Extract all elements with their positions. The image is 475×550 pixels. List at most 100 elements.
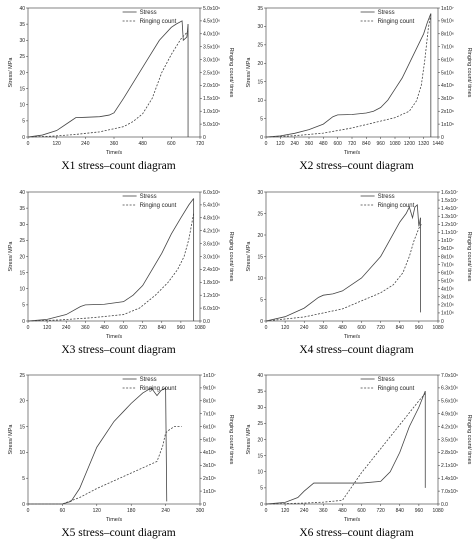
y-right-tick-label: 6x10⁶ [203, 424, 216, 430]
y-left-tick-label: 35 [257, 6, 263, 12]
y-left-tick-label: 0 [260, 135, 263, 141]
y-right-tick-label: 3.5x10⁶ [203, 45, 220, 51]
y-right-tick-label: 4.0x10⁶ [203, 32, 220, 38]
y-left-tick-label: 40 [19, 6, 25, 12]
y-right-tick-label: 0 [203, 502, 206, 508]
y-right-tick-label: 7x10⁶ [441, 45, 454, 51]
x-tick-label: 960 [177, 325, 186, 331]
x-tick-label: 0 [27, 141, 30, 147]
y-right-axis-label: Ringing count/ times [466, 415, 472, 465]
y-left-tick-label: 10 [257, 98, 263, 104]
series-line-stress [27, 198, 194, 322]
panel-caption: X5 stress–count diagram [61, 527, 176, 539]
legend-label-stress: Stress [140, 377, 157, 383]
y-left-axis-label: Stress/ MPa [8, 57, 14, 88]
y-right-tick-label: 1.6x10⁷ [441, 190, 458, 196]
series-line-stress [265, 204, 421, 322]
y-right-tick-label: 5.0x10⁶ [203, 6, 220, 12]
y-right-tick-label: 1x10⁶ [441, 122, 454, 128]
y-right-tick-label: 1.4x10⁷ [441, 206, 458, 212]
panel-caption: X1 stress–count diagram [61, 160, 176, 172]
y-right-tick-label: 8x10⁶ [441, 32, 454, 38]
y-left-tick-label: 15 [19, 270, 25, 276]
y-right-tick-label: 3.0x10⁶ [203, 254, 220, 260]
y-left-tick-label: 5 [22, 476, 25, 482]
y-left-tick-label: 30 [257, 405, 263, 411]
legend-label-stress: Stress [378, 377, 395, 383]
x-tick-label: 720 [348, 141, 357, 147]
plot-frame [265, 191, 439, 322]
x-tick-label: 720 [138, 325, 147, 331]
series-line-ringing-count [27, 30, 189, 138]
y-right-tick-label: 4x10⁶ [203, 450, 216, 456]
x-tick-label: 480 [338, 508, 347, 514]
y-right-tick-label: 1.2x10⁷ [441, 222, 458, 228]
x-axis-label: Time/s [344, 334, 361, 340]
y-right-tick-label: 6.0x10⁵ [203, 306, 220, 312]
x-tick-label: 240 [290, 141, 299, 147]
x-tick-label: 360 [81, 325, 90, 331]
panel-x5: 0 60 120 180 240 300 0 5 10 15 20 25 0 1x10⁶ 2x10⁶ 3x10… [0, 367, 237, 550]
x-tick-label: 840 [158, 325, 167, 331]
y-right-tick-label: 1.3x10⁷ [441, 214, 458, 220]
y-right-tick-label: 3.6x10⁶ [203, 241, 220, 247]
x-tick-label: 960 [415, 508, 424, 514]
y-left-tick-label: 10 [19, 450, 25, 456]
y-right-tick-label: 3x10⁶ [203, 463, 216, 469]
y-right-tick-label: 5.4x10⁶ [203, 203, 220, 209]
x-tick-label: 480 [319, 141, 328, 147]
y-right-tick-label: 4.2x10⁶ [441, 424, 458, 430]
chart-svg: 0 60 120 180 240 300051015202501x10⁶2x10⁶3x10… [8, 373, 234, 523]
x-axis-label: Time/s [106, 150, 123, 156]
panel-caption: X2 stress–count diagram [299, 160, 414, 172]
y-left-tick-label: 15 [257, 254, 263, 260]
panel-x1: 0 120 240 360 480 600 720 0 5 10 15 20 25 30 35 40 0 5.0x… [0, 0, 237, 183]
x-tick-label: 240 [161, 508, 170, 514]
y-right-tick-label: 3.0x10⁶ [203, 57, 220, 63]
x-tick-label: 840 [396, 508, 405, 514]
y-right-tick-label: 1.4x10⁶ [441, 476, 458, 482]
y-right-tick-label: 8x10⁶ [441, 254, 454, 260]
x-tick-label: 240 [62, 325, 71, 331]
legend-label-ringing-count: Ringing count [378, 203, 415, 209]
y-left-tick-label: 30 [19, 222, 25, 228]
x-tick-label: 720 [376, 325, 385, 331]
y-right-tick-label: 5.6x10⁶ [441, 399, 458, 405]
x-tick-label: 120 [276, 141, 285, 147]
y-left-tick-label: 20 [257, 233, 263, 239]
y-left-tick-label: 0 [22, 135, 25, 141]
y-right-tick-label: 7x10⁶ [203, 412, 216, 418]
chart-svg: 0 120 240 360 480 600 720051015202530354005.0x… [8, 6, 234, 156]
y-left-tick-label: 10 [257, 276, 263, 282]
y-left-tick-label: 15 [19, 86, 25, 92]
y-right-tick-label: 1x10⁷ [203, 373, 216, 379]
legend-label-stress: Stress [140, 194, 157, 200]
legend-label-ringing-count: Ringing count [140, 386, 177, 392]
x-axis-label: Time/s [106, 334, 123, 340]
x-tick-label: 1200 [404, 141, 415, 147]
chart-svg: 0 120 240 360 480 600 720 840 960 1080 0 5 10 15 20 25 3… [246, 373, 472, 523]
x-tick-label: 1080 [194, 325, 205, 331]
x-tick-label: 240 [300, 508, 309, 514]
y-left-tick-label: 5 [260, 297, 263, 303]
x-tick-label: 840 [362, 141, 371, 147]
series-line-stress [28, 387, 168, 505]
y-right-tick-label: 0.0 [441, 502, 448, 508]
y-right-axis-label: Ringing count/ times [228, 415, 234, 465]
y-left-tick-label: 10 [257, 470, 263, 476]
x-tick-label: 480 [138, 141, 147, 147]
x-tick-label: 1320 [418, 141, 429, 147]
y-right-tick-label: 1x10⁷ [441, 6, 454, 12]
x-tick-label: 360 [319, 508, 328, 514]
y-right-tick-label: 2.1x10⁶ [441, 463, 458, 469]
y-right-axis-label: Ringing count/ times [228, 232, 234, 282]
y-right-tick-label: 2x10⁶ [203, 476, 216, 482]
y-left-tick-label: 15 [257, 453, 263, 459]
y-left-tick-label: 40 [19, 190, 25, 196]
plot-frame [27, 191, 201, 322]
y-left-tick-label: 0 [260, 502, 263, 508]
y-left-tick-label: 35 [19, 22, 25, 28]
y-left-axis-label: Stress/ MPa [246, 57, 252, 88]
x-axis-label: Time/s [344, 517, 361, 523]
y-right-tick-label: 7x10⁶ [441, 262, 454, 268]
